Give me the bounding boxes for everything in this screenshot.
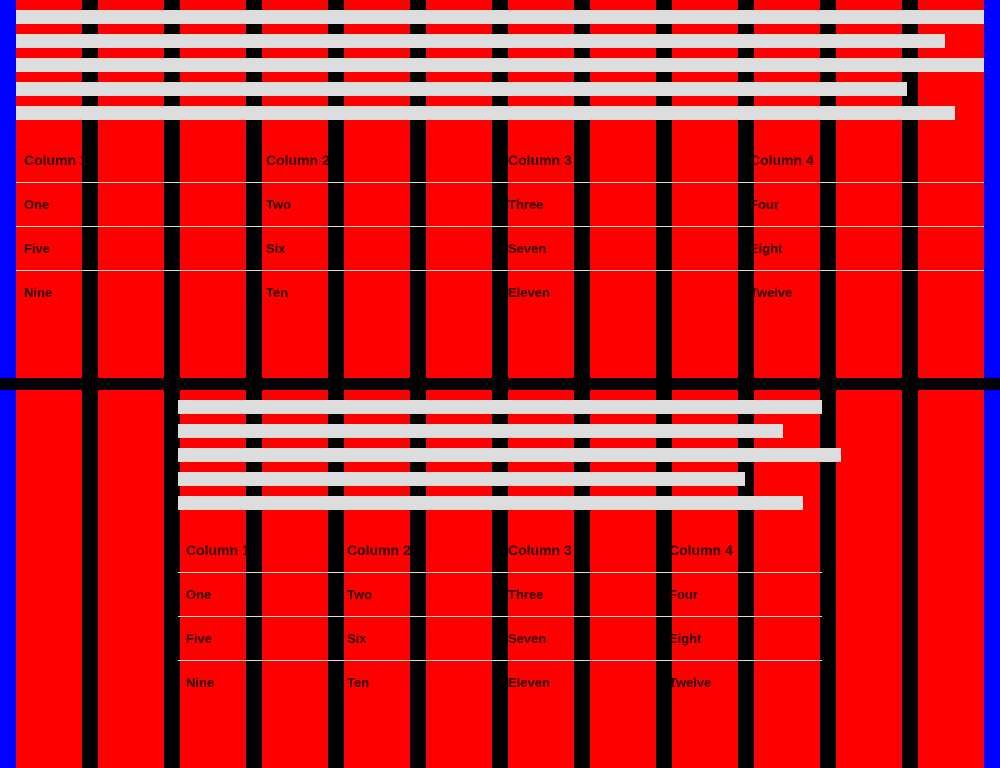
table-cell: Three <box>500 183 742 227</box>
placeholder-bar <box>178 496 803 510</box>
placeholder-bar <box>16 10 984 24</box>
placeholder-bar <box>178 472 745 486</box>
table-header: Column 2 <box>339 528 500 573</box>
table-cell: Ten <box>339 661 500 705</box>
table-cell: Five <box>16 227 258 271</box>
table-cell: Eight <box>742 227 984 271</box>
data-table-bottom: Column 1 Column 2 Column 3 Column 4 One … <box>178 528 822 704</box>
placeholder-bar <box>16 82 907 96</box>
table-cell: Four <box>742 183 984 227</box>
table-header: Column 4 <box>742 138 984 183</box>
table-header: Column 3 <box>500 528 661 573</box>
table-header: Column 4 <box>661 528 822 573</box>
table-cell: Nine <box>178 661 339 705</box>
table-row: Five Six Seven Eight <box>16 227 984 271</box>
table-cell: Twelve <box>661 661 822 705</box>
table-cell: Ten <box>258 271 500 315</box>
placeholder-bar <box>16 34 945 48</box>
placeholder-bar <box>178 448 841 462</box>
table-cell: Seven <box>500 227 742 271</box>
table-header-row: Column 1 Column 2 Column 3 Column 4 <box>16 138 984 183</box>
placeholder-bar <box>16 106 955 120</box>
content-bottom: Column 1 Column 2 Column 3 Column 4 One … <box>0 394 1000 704</box>
grid-demo-top: Column 1 Column 2 Column 3 Column 4 One … <box>0 0 1000 378</box>
table-cell: Four <box>661 573 822 617</box>
table-header: Column 2 <box>258 138 500 183</box>
table-cell: Six <box>339 617 500 661</box>
placeholder-bars-top <box>16 4 984 120</box>
table-header: Column 1 <box>178 528 339 573</box>
table-cell: Twelve <box>742 271 984 315</box>
table-cell: Three <box>500 573 661 617</box>
table-cell: Two <box>258 183 500 227</box>
placeholder-bar <box>16 58 984 72</box>
placeholder-bar <box>178 400 822 414</box>
table-header: Column 1 <box>16 138 258 183</box>
table-row: Nine Ten Eleven Twelve <box>16 271 984 315</box>
table-cell: One <box>178 573 339 617</box>
placeholder-bars-bottom <box>178 394 822 510</box>
table-cell: One <box>16 183 258 227</box>
table-cell: Eleven <box>500 661 661 705</box>
placeholder-bar <box>178 424 783 438</box>
table-row: One Two Three Four <box>178 573 822 617</box>
table-cell: Five <box>178 617 339 661</box>
table-row: Five Six Seven Eight <box>178 617 822 661</box>
content-top: Column 1 Column 2 Column 3 Column 4 One … <box>0 4 1000 314</box>
data-table-top: Column 1 Column 2 Column 3 Column 4 One … <box>16 138 984 314</box>
table-row: Nine Ten Eleven Twelve <box>178 661 822 705</box>
table-header: Column 3 <box>500 138 742 183</box>
table-header-row: Column 1 Column 2 Column 3 Column 4 <box>178 528 822 573</box>
table-cell: Six <box>258 227 500 271</box>
table-cell: Seven <box>500 617 661 661</box>
table-cell: Eight <box>661 617 822 661</box>
table-cell: Eleven <box>500 271 742 315</box>
table-cell: Nine <box>16 271 258 315</box>
table-row: One Two Three Four <box>16 183 984 227</box>
table-cell: Two <box>339 573 500 617</box>
grid-demo-bottom: Column 1 Column 2 Column 3 Column 4 One … <box>0 390 1000 768</box>
